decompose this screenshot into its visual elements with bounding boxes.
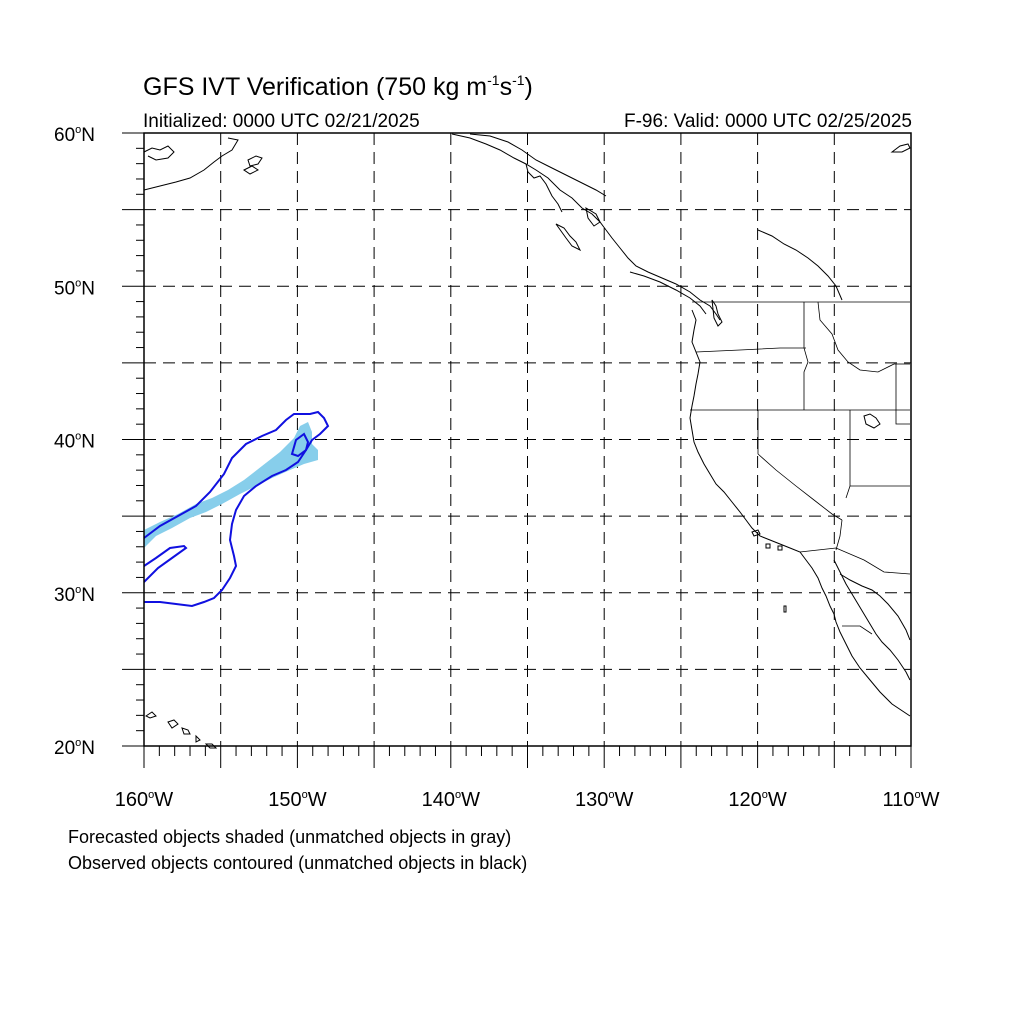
lat-label: 60oN (54, 124, 95, 146)
lon-label: 110oW (883, 789, 940, 811)
lat-label: 40oN (54, 431, 95, 453)
plot-frame (143, 132, 912, 747)
forecast-caption: Forecasted objects shaded (unmatched obj… (68, 827, 512, 847)
latitude-labels: 60oN 50oN 40oN 30oN 20oN (54, 124, 95, 759)
lon-label: 140oW (422, 789, 481, 811)
lon-label: 130oW (575, 789, 634, 811)
valid-time: F-96: Valid: 0000 UTC 02/25/2025 (624, 111, 912, 132)
forecast-ivt-object (144, 422, 318, 548)
lon-label: 150oW (268, 789, 327, 811)
state-borders (690, 301, 911, 635)
longitude-labels: 160oW 150oW 140oW 130oW 120oW 110oW (115, 789, 940, 811)
lat-label: 50oN (54, 277, 95, 299)
axis-ticks (122, 132, 912, 768)
coastlines (143, 133, 911, 749)
observed-ivt-contour-tail (143, 544, 188, 583)
observed-ivt-contour-inner (290, 432, 310, 458)
initialized-time: Initialized: 0000 UTC 02/21/2025 (143, 111, 420, 132)
lat-label: 30oN (54, 584, 95, 606)
graticule (144, 133, 911, 746)
lon-label: 120oW (728, 789, 787, 811)
observed-caption: Observed objects contoured (unmatched ob… (68, 853, 528, 873)
lat-label: 20oN (54, 737, 95, 759)
lon-label: 160oW (115, 789, 174, 811)
chart-title: GFS IVT Verification (750 kg m-1s-1) (143, 72, 533, 101)
